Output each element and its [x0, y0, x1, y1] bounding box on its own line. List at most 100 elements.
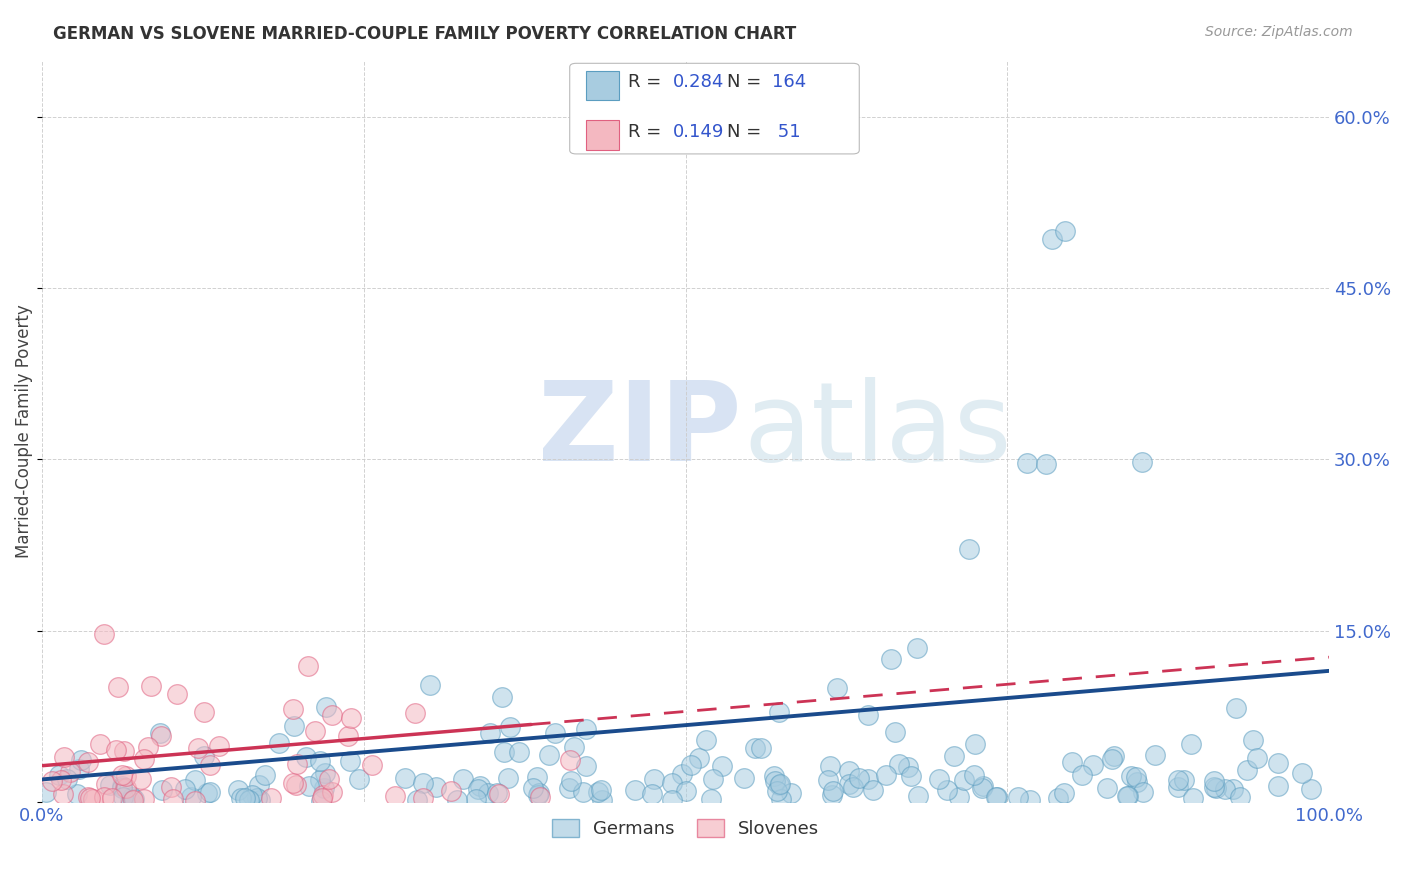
Point	[166, 687, 188, 701]
Point	[695, 733, 717, 747]
Point	[48, 768, 70, 782]
Point	[661, 775, 683, 789]
Point	[69, 753, 91, 767]
Point	[953, 772, 976, 787]
Point	[1246, 751, 1268, 765]
Point	[308, 773, 330, 788]
Point	[558, 780, 581, 795]
Point	[121, 789, 143, 804]
Text: Source: ZipAtlas.com: Source: ZipAtlas.com	[1205, 25, 1353, 39]
Point	[842, 780, 865, 794]
Point	[763, 769, 786, 783]
Point	[453, 772, 475, 786]
Text: N =: N =	[727, 73, 766, 91]
Text: 0.149: 0.149	[672, 122, 724, 141]
Point	[1267, 756, 1289, 770]
Point	[1132, 455, 1154, 469]
Legend: Germans, Slovenes: Germans, Slovenes	[544, 812, 827, 846]
Point	[129, 772, 152, 787]
Point	[304, 724, 326, 739]
Point	[247, 778, 270, 792]
Point	[238, 793, 260, 807]
Point	[394, 771, 416, 785]
Y-axis label: Married-Couple Family Poverty: Married-Couple Family Poverty	[15, 304, 32, 558]
Point	[198, 784, 221, 798]
Point	[1047, 791, 1070, 805]
Point	[558, 753, 581, 767]
Point	[1167, 773, 1189, 788]
Point	[689, 751, 711, 765]
Point	[963, 737, 986, 751]
Point	[184, 793, 207, 807]
Point	[112, 744, 135, 758]
Point	[527, 788, 550, 802]
Point	[285, 779, 308, 793]
Point	[1071, 768, 1094, 782]
Point	[508, 745, 530, 759]
Point	[671, 767, 693, 781]
Point	[361, 757, 384, 772]
Point	[1202, 774, 1225, 789]
Point	[149, 729, 172, 743]
Point	[105, 743, 128, 757]
Point	[162, 792, 184, 806]
Point	[309, 794, 332, 808]
Point	[499, 720, 522, 734]
Point	[107, 680, 129, 694]
Point	[446, 793, 468, 807]
Point	[309, 754, 332, 768]
Point	[936, 783, 959, 797]
Point	[321, 708, 343, 723]
Point	[419, 678, 441, 692]
Point	[700, 792, 723, 806]
Point	[488, 787, 510, 801]
Point	[148, 725, 170, 739]
Text: R =: R =	[627, 73, 666, 91]
Point	[118, 794, 141, 808]
Point	[1054, 224, 1077, 238]
Point	[425, 780, 447, 794]
Point	[1180, 737, 1202, 751]
Point	[340, 711, 363, 725]
Point	[522, 780, 544, 795]
Point	[897, 760, 920, 774]
Point	[586, 785, 609, 799]
Point	[35, 784, 58, 798]
Point	[624, 782, 647, 797]
Text: 0.284: 0.284	[672, 73, 724, 91]
Point	[1095, 781, 1118, 796]
Point	[59, 764, 82, 779]
Point	[970, 780, 993, 795]
Point	[93, 627, 115, 641]
Text: atlas: atlas	[744, 377, 1012, 484]
Point	[281, 701, 304, 715]
Point	[150, 782, 173, 797]
Point	[957, 541, 980, 556]
Point	[763, 774, 786, 789]
Point	[963, 768, 986, 782]
Point	[1225, 701, 1247, 715]
Text: R =: R =	[627, 122, 666, 141]
Point	[114, 780, 136, 795]
Point	[200, 758, 222, 772]
Point	[1121, 769, 1143, 783]
Point	[193, 705, 215, 719]
Point	[79, 791, 101, 805]
Point	[526, 770, 548, 784]
Point	[575, 759, 598, 773]
Point	[589, 782, 612, 797]
Text: ZIP: ZIP	[537, 377, 741, 484]
Point	[496, 772, 519, 786]
Point	[1019, 792, 1042, 806]
Point	[769, 777, 792, 791]
Point	[253, 768, 276, 782]
Point	[312, 788, 335, 802]
Point	[1241, 732, 1264, 747]
Point	[139, 680, 162, 694]
Point	[384, 789, 406, 804]
Point	[405, 793, 427, 807]
Point	[527, 786, 550, 800]
Point	[77, 790, 100, 805]
Point	[283, 719, 305, 733]
Point	[661, 793, 683, 807]
